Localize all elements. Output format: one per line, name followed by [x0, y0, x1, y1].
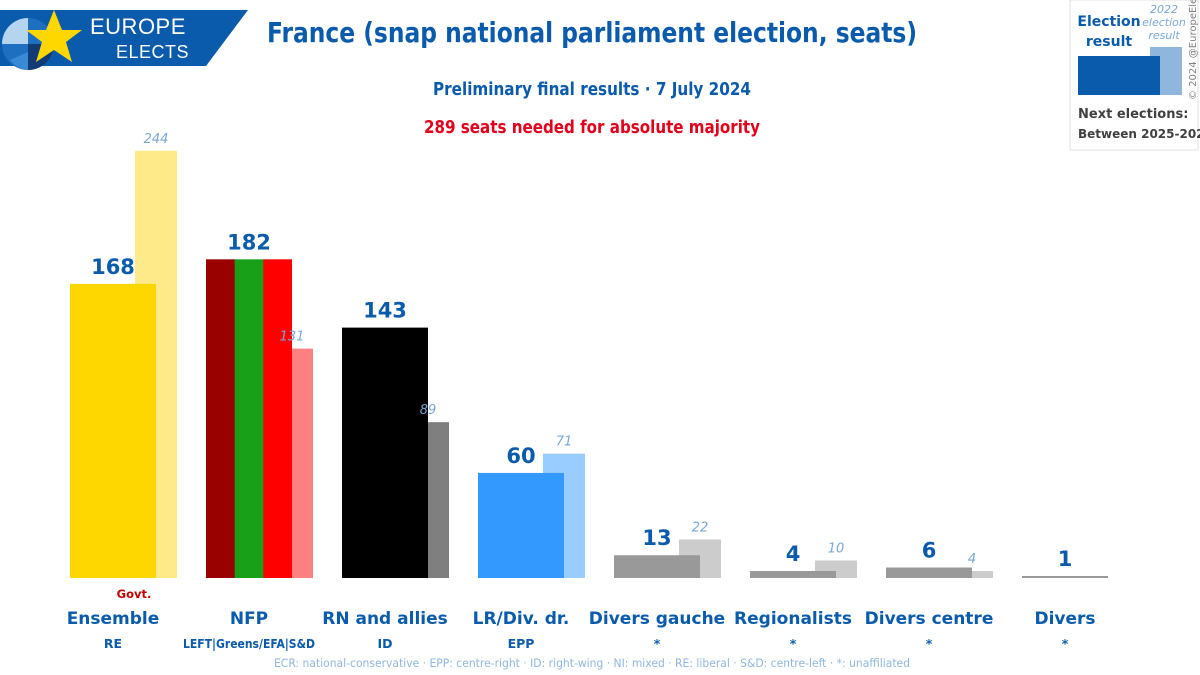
category-label-regionalists: Regionalists: [734, 609, 852, 629]
value-label-current-divers-gauche: 13: [642, 526, 671, 550]
value-label-previous-divers-centre: 4: [968, 552, 976, 567]
legend-current-label-1: Election: [1077, 14, 1140, 30]
value-label-current-ensemble: 168: [91, 255, 135, 279]
logo-line2: ELECTS: [116, 42, 189, 62]
legend-border: [1069, 0, 1199, 151]
value-label-previous-ensemble: 244: [144, 132, 169, 147]
legend-current-label-2: result: [1086, 34, 1132, 50]
value-label-previous-rn-and-allies: 89: [420, 403, 437, 418]
legend-current-swatch: [1078, 56, 1160, 95]
value-label-current-nfp: 182: [227, 230, 271, 254]
labels-layer: 244168EnsembleREGovt.131182NFPLEFT|Green…: [67, 132, 1096, 651]
group-label-nfp: LEFT|Greens/EFA|S&D: [183, 636, 315, 651]
legend-next-elections-value: Between 2025-2029: [1078, 127, 1200, 141]
category-label-nfp: NFP: [230, 609, 268, 629]
category-label-divers-gauche: Divers gauche: [589, 609, 725, 629]
chart-title: France (snap national parliament electio…: [267, 16, 917, 49]
bar-current-divers: [1022, 576, 1108, 578]
europe-elects-logo: EUROPE ELECTS: [0, 10, 248, 70]
bar-current-lr-div-dr: [478, 472, 564, 578]
govt-tag: Govt.: [117, 587, 152, 601]
majority-note: 289 seats needed for absolute majority: [424, 117, 760, 138]
legend-box: Election result 2022 election result Nex…: [1069, 0, 1200, 151]
legend-previous-label-2: election: [1142, 16, 1186, 29]
legend-next-elections-label: Next elections:: [1078, 107, 1188, 122]
value-label-current-rn-and-allies: 143: [363, 299, 407, 323]
star-icon: [26, 10, 82, 62]
value-label-previous-lr-div-dr: 71: [556, 435, 573, 450]
category-label-rn-and-allies: RN and allies: [322, 609, 448, 629]
category-label-lr-div-dr: LR/Div. dr.: [473, 609, 570, 629]
value-label-current-lr-div-dr: 60: [506, 444, 535, 468]
chart-subtitle: Preliminary final results · 7 July 2024: [433, 79, 751, 100]
bar-current-nfp-segment-2: [234, 259, 264, 578]
bar-current-nfp-segment-3: [263, 259, 292, 578]
bar-current-divers-centre: [886, 567, 972, 578]
value-label-current-divers: 1: [1058, 547, 1073, 571]
legend-previous-label-3: result: [1148, 29, 1180, 42]
category-label-ensemble: Ensemble: [67, 609, 160, 629]
value-label-previous-nfp: 131: [280, 330, 305, 345]
category-label-divers-centre: Divers centre: [865, 609, 994, 629]
group-label-rn-and-allies: ID: [377, 636, 392, 651]
value-label-previous-regionalists: 10: [828, 541, 845, 556]
legend-previous-label-1: 2022: [1150, 3, 1178, 16]
footnote: ECR: national-conservative · EPP: centre…: [274, 656, 910, 670]
group-label-divers-centre: *: [926, 636, 933, 651]
value-label-current-regionalists: 4: [786, 542, 801, 566]
bar-current-rn-and-allies: [342, 327, 428, 578]
value-label-current-divers-centre: 6: [922, 538, 937, 562]
group-label-ensemble: RE: [104, 636, 122, 651]
bar-current-divers-gauche: [614, 555, 700, 578]
bars-layer: [70, 150, 1108, 579]
group-label-divers: *: [1062, 636, 1069, 651]
bar-current-nfp-segment-1: [206, 259, 236, 578]
group-label-lr-div-dr: EPP: [508, 636, 535, 651]
value-label-previous-divers-gauche: 22: [692, 520, 709, 535]
logo-line1: EUROPE: [90, 14, 186, 39]
group-label-regionalists: *: [790, 636, 797, 651]
copyright-text: © 2024 @EuropeElects: [1188, 0, 1199, 100]
group-label-divers-gauche: *: [654, 636, 661, 651]
category-label-divers: Divers: [1034, 609, 1095, 629]
bar-current-ensemble: [70, 283, 156, 578]
bar-current-regionalists: [750, 570, 836, 578]
